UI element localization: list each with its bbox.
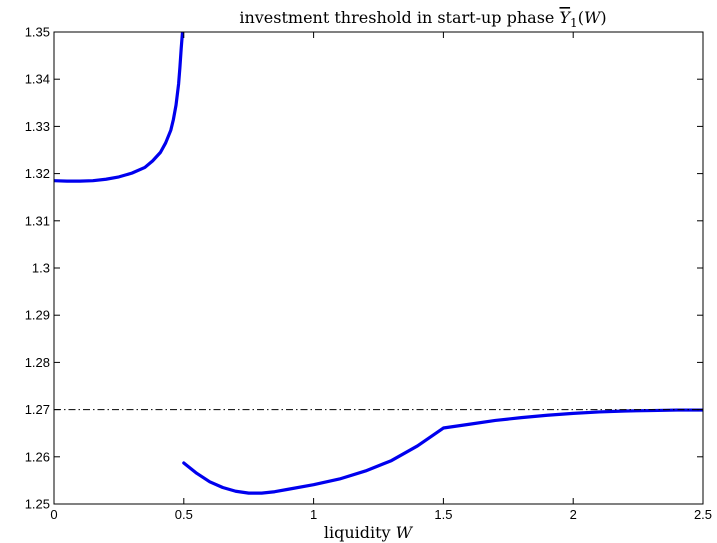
x-tick-label: 2.5 (694, 507, 712, 522)
y-tick-label: 1.27 (25, 402, 50, 417)
y-tick-label: 1.25 (25, 497, 50, 512)
x-tick-label: 1.5 (434, 507, 452, 522)
plot-area (54, 32, 703, 495)
y-tick-label: 1.34 (25, 72, 50, 87)
x-axis-label: liquidity W (324, 523, 414, 542)
y-tick-label: 1.31 (25, 213, 50, 228)
y-tick-label: 1.32 (25, 166, 50, 181)
x-tick-label: 0.5 (175, 507, 193, 522)
y-tick-label: 1.29 (25, 308, 50, 323)
x-tick-label: 0 (50, 507, 57, 522)
y-tick-label: 1.33 (25, 119, 50, 134)
x-tick-label: 1 (310, 507, 317, 522)
axes (53, 31, 704, 505)
series-line-2 (182, 408, 703, 495)
y-tick-label: 1.35 (25, 25, 50, 40)
plot-frame (53, 31, 704, 505)
y-tick-label: 1.3 (32, 261, 50, 276)
chart-title: investment threshold in start-up phase Y… (239, 8, 606, 30)
y-tick-label: 1.28 (25, 355, 50, 370)
chart-text: 0 0.5 1 1.5 2 2.5 1.25 1.26 1.27 1.28 1.29 1.3 1.31 1… (25, 8, 712, 542)
series-line-1 (54, 32, 185, 183)
x-tick-label: 2 (570, 507, 577, 522)
y-tick-label: 1.26 (25, 449, 50, 464)
